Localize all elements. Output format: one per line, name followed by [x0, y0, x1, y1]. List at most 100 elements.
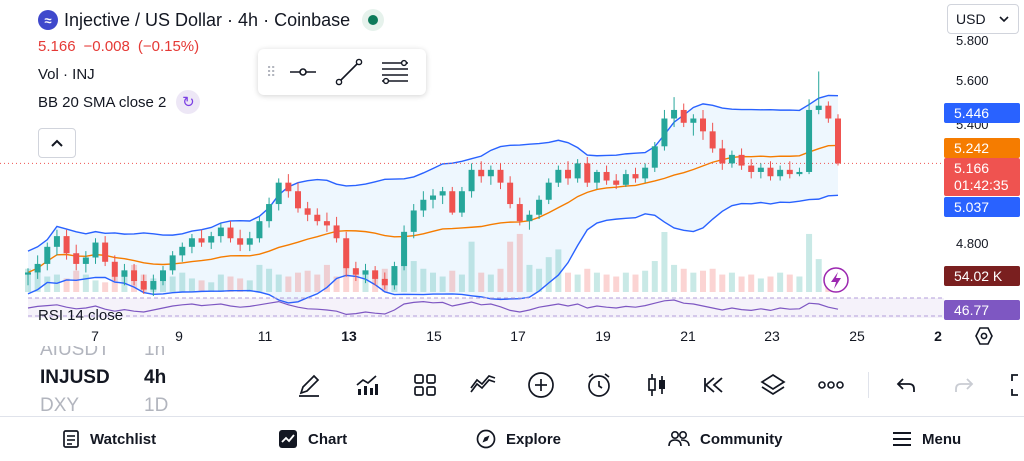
- symbol-row-active[interactable]: INJUSD 4h: [40, 364, 180, 392]
- volume-bar: [671, 264, 678, 292]
- volume-bar: [217, 274, 224, 292]
- compare-button[interactable]: [454, 366, 512, 404]
- candle-body: [372, 270, 379, 279]
- volume-indicator-label: Vol · INJ: [38, 65, 95, 83]
- symbol-title[interactable]: Injective / US Dollar · 4h · Coinbase: [64, 9, 351, 30]
- currency-select[interactable]: USD: [947, 4, 1019, 34]
- nav-menu[interactable]: Menu: [892, 431, 961, 448]
- candle-body: [574, 163, 581, 179]
- symbol-name: INJUSD: [40, 367, 110, 388]
- currency-label: USD: [956, 11, 986, 27]
- symbol-row[interactable]: DXY 1D: [40, 392, 180, 420]
- refresh-icon[interactable]: ↻: [176, 90, 201, 114]
- nav-watchlist[interactable]: Watchlist: [62, 429, 156, 449]
- volume-bar: [44, 276, 51, 292]
- fib-retracement-tool-button[interactable]: [374, 54, 416, 90]
- candle-body: [468, 169, 475, 192]
- volume-bar: [362, 274, 369, 292]
- candle-body: [449, 191, 456, 213]
- bb-indicator-legend[interactable]: BB 20 SMA close 2 ↻: [38, 90, 384, 114]
- undo-icon: [896, 378, 915, 392]
- layouts-button[interactable]: [396, 366, 454, 404]
- candle-body: [237, 238, 244, 245]
- volume-bar: [700, 270, 706, 292]
- candle-body: [622, 174, 629, 185]
- hexagon-settings-icon: [975, 327, 993, 345]
- redo-button[interactable]: [935, 366, 993, 404]
- layers-icon: [760, 373, 786, 396]
- undo-button[interactable]: [877, 366, 935, 404]
- time-axis-label: 23: [764, 328, 780, 344]
- volume-bar: [796, 276, 803, 292]
- volume-indicator-legend[interactable]: Vol · INJ: [38, 65, 384, 83]
- time-axis[interactable]: 7 9 11 13 15 17 19 21 23 25 2: [0, 328, 1024, 346]
- fullscreen-button[interactable]: [993, 366, 1024, 404]
- volume-bar: [160, 280, 166, 292]
- candle-body: [777, 169, 784, 177]
- candle-body: [584, 163, 591, 183]
- indicators-button[interactable]: [338, 366, 396, 404]
- volume-bar: [304, 270, 311, 292]
- bb-lower-line: [27, 194, 839, 304]
- chart-settings-button[interactable]: [974, 326, 994, 351]
- symbol-row[interactable]: AIUSDT 1h: [40, 346, 180, 364]
- legend-title-row[interactable]: ≈ Injective / US Dollar · 4h · Coinbase: [38, 8, 385, 32]
- volume-bar: [815, 259, 822, 292]
- volume-bar: [719, 274, 726, 292]
- candle-body: [34, 263, 41, 273]
- symbol-picker[interactable]: AIUSDT 1h INJUSD 4h DXY 1D: [40, 346, 180, 420]
- toolbar-divider: [868, 372, 869, 398]
- drawing-tools-button[interactable]: [280, 366, 338, 404]
- pencil-icon: [299, 374, 320, 397]
- community-icon: [668, 430, 690, 447]
- volume-bar: [613, 276, 620, 292]
- bb-basis-tag: 5.242: [944, 138, 1020, 158]
- volume-bar: [333, 276, 340, 292]
- volume-bar: [516, 233, 523, 292]
- volume-bar: [439, 276, 446, 292]
- horizontal-ray-tool-button[interactable]: [282, 54, 324, 90]
- horizontal-ray-icon: [290, 68, 316, 76]
- candle-body: [430, 195, 436, 200]
- candle-body: [179, 246, 186, 256]
- candle-body: [767, 167, 774, 177]
- candle-body: [671, 109, 678, 119]
- market-status-icon[interactable]: [362, 9, 385, 31]
- alert-button[interactable]: [570, 366, 628, 404]
- bb-lower-tag: 5.037: [944, 197, 1020, 217]
- volume-bar: [565, 272, 571, 292]
- volume-bar: [661, 232, 668, 292]
- nav-explore[interactable]: Explore: [476, 429, 561, 449]
- chart-type-button[interactable]: [628, 366, 686, 404]
- candle-body: [507, 182, 514, 205]
- add-symbol-button[interactable]: [512, 366, 570, 404]
- nav-chart[interactable]: Chart: [278, 429, 347, 449]
- trend-line-tool-button[interactable]: [328, 54, 370, 90]
- candle-body: [188, 238, 195, 247]
- volume-bar: [188, 278, 195, 292]
- candle-body: [690, 118, 697, 123]
- volume-bar: [246, 280, 253, 292]
- rsi-indicator-label[interactable]: RSI 14 close: [38, 307, 124, 324]
- candle-body: [44, 246, 51, 264]
- drag-handle-icon[interactable]: ⠿: [266, 64, 278, 80]
- nav-community[interactable]: Community: [668, 430, 783, 448]
- volume-bar: [757, 278, 764, 292]
- volume-bar: [767, 276, 774, 292]
- more-button[interactable]: [802, 366, 860, 404]
- candle-body: [25, 272, 31, 275]
- symbol-interval: 4h: [144, 367, 167, 388]
- chart-icon: [279, 430, 297, 448]
- drawing-toolbar: ⠿: [258, 49, 426, 95]
- compare-lines-icon: [470, 375, 496, 393]
- fullscreen-icon: [1011, 374, 1018, 396]
- chart-area[interactable]: [0, 0, 1024, 352]
- price-chart[interactable]: [0, 0, 1024, 352]
- time-axis-label: 11: [257, 328, 273, 344]
- replay-button[interactable]: [686, 366, 744, 404]
- volume-bar: [256, 264, 263, 292]
- candle-body: [439, 191, 446, 196]
- candle-body: [246, 238, 253, 245]
- object-tree-button[interactable]: [744, 366, 802, 404]
- collapse-legend-button[interactable]: [38, 128, 76, 158]
